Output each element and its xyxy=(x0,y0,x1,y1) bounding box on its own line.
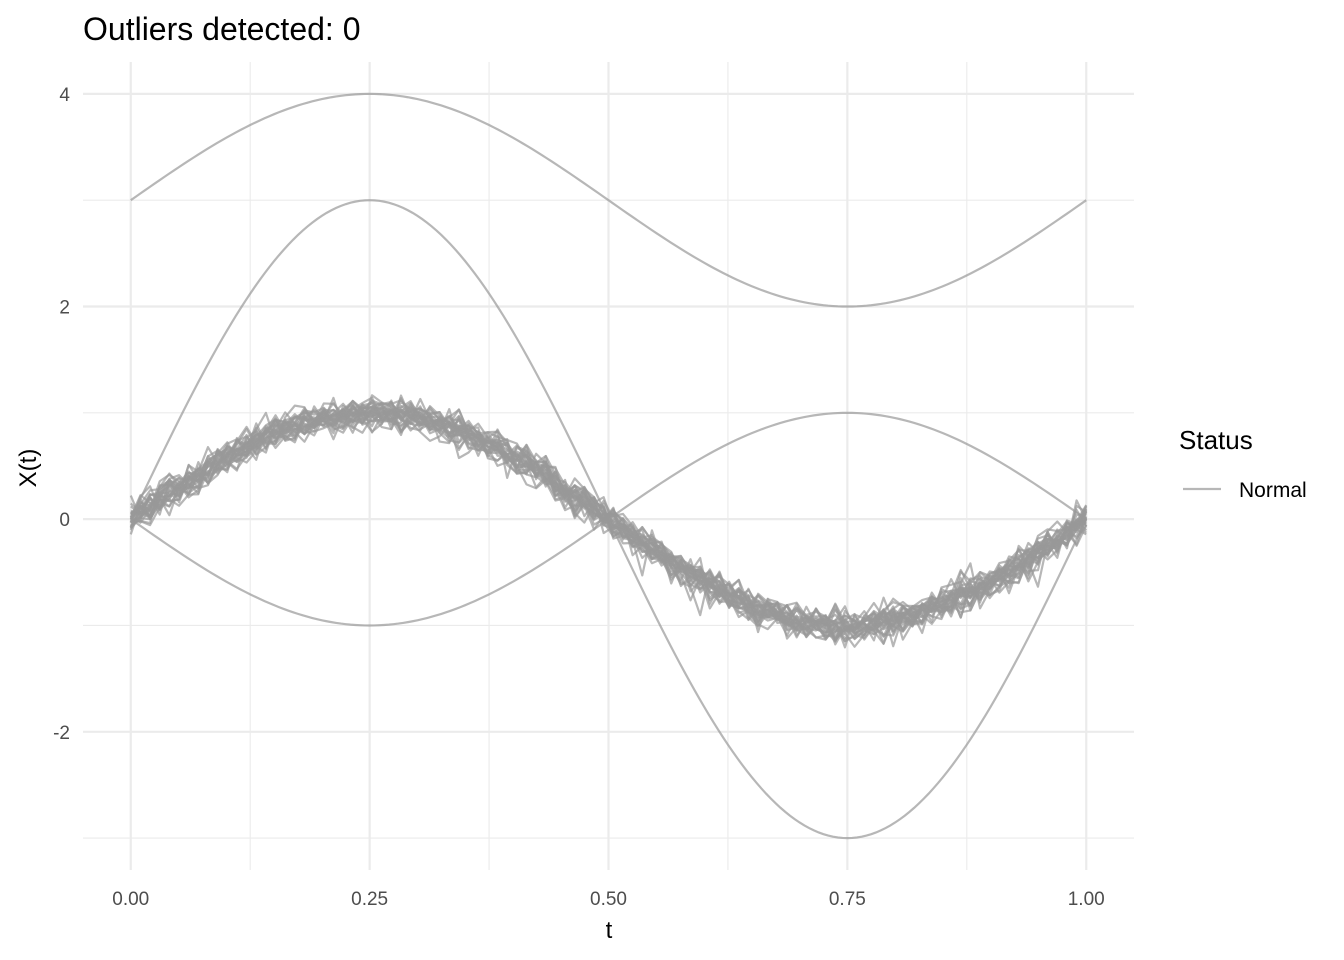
series-line-smooth xyxy=(130,92,1087,308)
x-tick-label: 1.00 xyxy=(1068,889,1105,910)
legend-title: Status xyxy=(1179,425,1253,455)
y-tick-label: -2 xyxy=(53,723,70,744)
x-tick-label: 0.25 xyxy=(351,889,388,910)
y-tick-label: 0 xyxy=(59,510,70,531)
series-line-smooth xyxy=(130,411,1087,627)
y-tick-label: 2 xyxy=(59,298,70,319)
x-tick-label: 0.75 xyxy=(829,889,866,910)
x-axis-title: t xyxy=(606,917,613,944)
y-axis-ticks: -2 0 2 4 xyxy=(53,85,70,744)
legend: Status Normal xyxy=(1179,425,1307,502)
legend-label-normal: Normal xyxy=(1239,479,1307,502)
series-line-noisy xyxy=(129,402,1087,637)
x-axis-ticks: 0.00 0.25 0.50 0.75 1.00 xyxy=(112,889,1104,910)
x-tick-label: 0.00 xyxy=(112,889,149,910)
y-tick-label: 4 xyxy=(59,85,70,106)
y-axis-title: X(t) xyxy=(15,449,42,488)
series-layer xyxy=(129,92,1088,840)
x-tick-label: 0.50 xyxy=(590,889,627,910)
chart-title: Outliers detected: 0 xyxy=(83,11,360,47)
